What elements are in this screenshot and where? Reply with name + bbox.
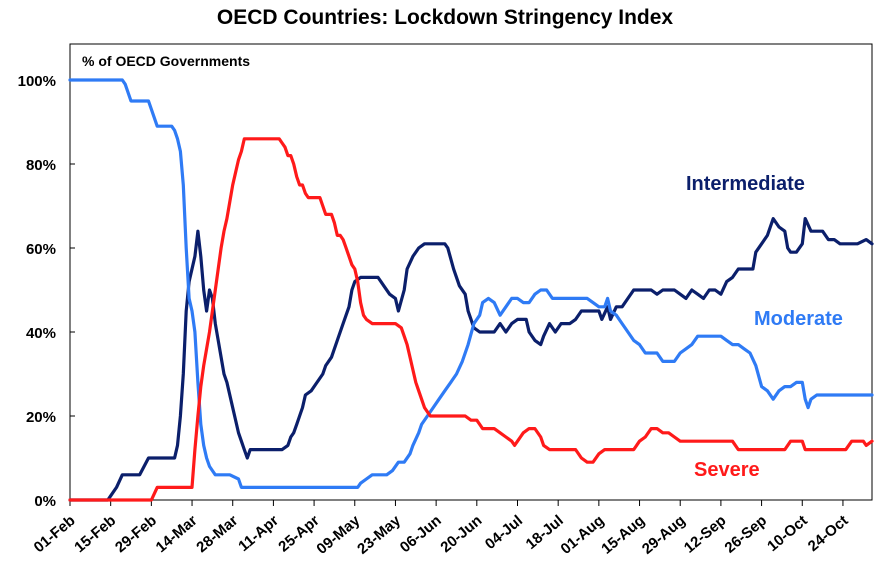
x-tick-label: 23-May bbox=[354, 512, 404, 558]
x-tick-label: 29-Aug bbox=[639, 512, 689, 558]
y-tick-label: 100% bbox=[18, 73, 56, 90]
x-tick-label: 25-Apr bbox=[275, 512, 322, 556]
x-tick-label: 15-Feb bbox=[71, 512, 119, 556]
y-tick-label: 80% bbox=[26, 157, 56, 174]
y-axis: 0% 20% 40% 60% 80% 100% bbox=[18, 73, 75, 510]
x-tick-label: 11-Apr bbox=[235, 512, 282, 555]
x-tick-label: 12-Sep bbox=[681, 512, 730, 557]
series-label-moderate: Moderate bbox=[754, 308, 843, 330]
x-tick-label: 29-Feb bbox=[112, 512, 160, 556]
plot-border bbox=[69, 43, 873, 501]
x-tick-label: 15-Aug bbox=[598, 512, 648, 558]
series-line-severe bbox=[68, 137, 874, 502]
series-line-intermediate bbox=[68, 217, 874, 502]
x-tick-label: 26-Sep bbox=[722, 512, 771, 557]
x-axis: 01-Feb15-Feb29-Feb14-Mar28-Mar11-Apr25-A… bbox=[31, 500, 852, 558]
y-tick-label: 0% bbox=[34, 493, 56, 510]
x-tick-label: 14-Mar bbox=[153, 512, 201, 556]
x-tick-label: 10-Oct bbox=[764, 512, 811, 555]
x-tick-label: 06-Jun bbox=[397, 512, 445, 556]
x-tick-label: 28-Mar bbox=[193, 512, 241, 556]
x-tick-label: 04-Jul bbox=[482, 512, 526, 553]
x-tick-label: 20-Jun bbox=[437, 512, 485, 556]
x-tick-label: 24-Oct bbox=[805, 512, 852, 555]
series-layer bbox=[68, 78, 874, 502]
y-tick-label: 40% bbox=[26, 325, 56, 342]
y-tick-label: 60% bbox=[26, 241, 56, 258]
chart-title: OECD Countries: Lockdown Stringency Inde… bbox=[216, 6, 674, 29]
plot-frame bbox=[69, 43, 873, 501]
unit-label: % of OECD Governments bbox=[82, 53, 250, 69]
x-tick-label: 01-Feb bbox=[31, 512, 79, 556]
series-label-severe: Severe bbox=[694, 459, 760, 481]
series-line-moderate bbox=[68, 78, 874, 489]
y-tick-label: 20% bbox=[26, 409, 56, 426]
x-tick-label: 09-May bbox=[313, 512, 363, 558]
x-tick-label: 01-Aug bbox=[558, 512, 608, 558]
series-label-intermediate: Intermediate bbox=[686, 173, 805, 195]
